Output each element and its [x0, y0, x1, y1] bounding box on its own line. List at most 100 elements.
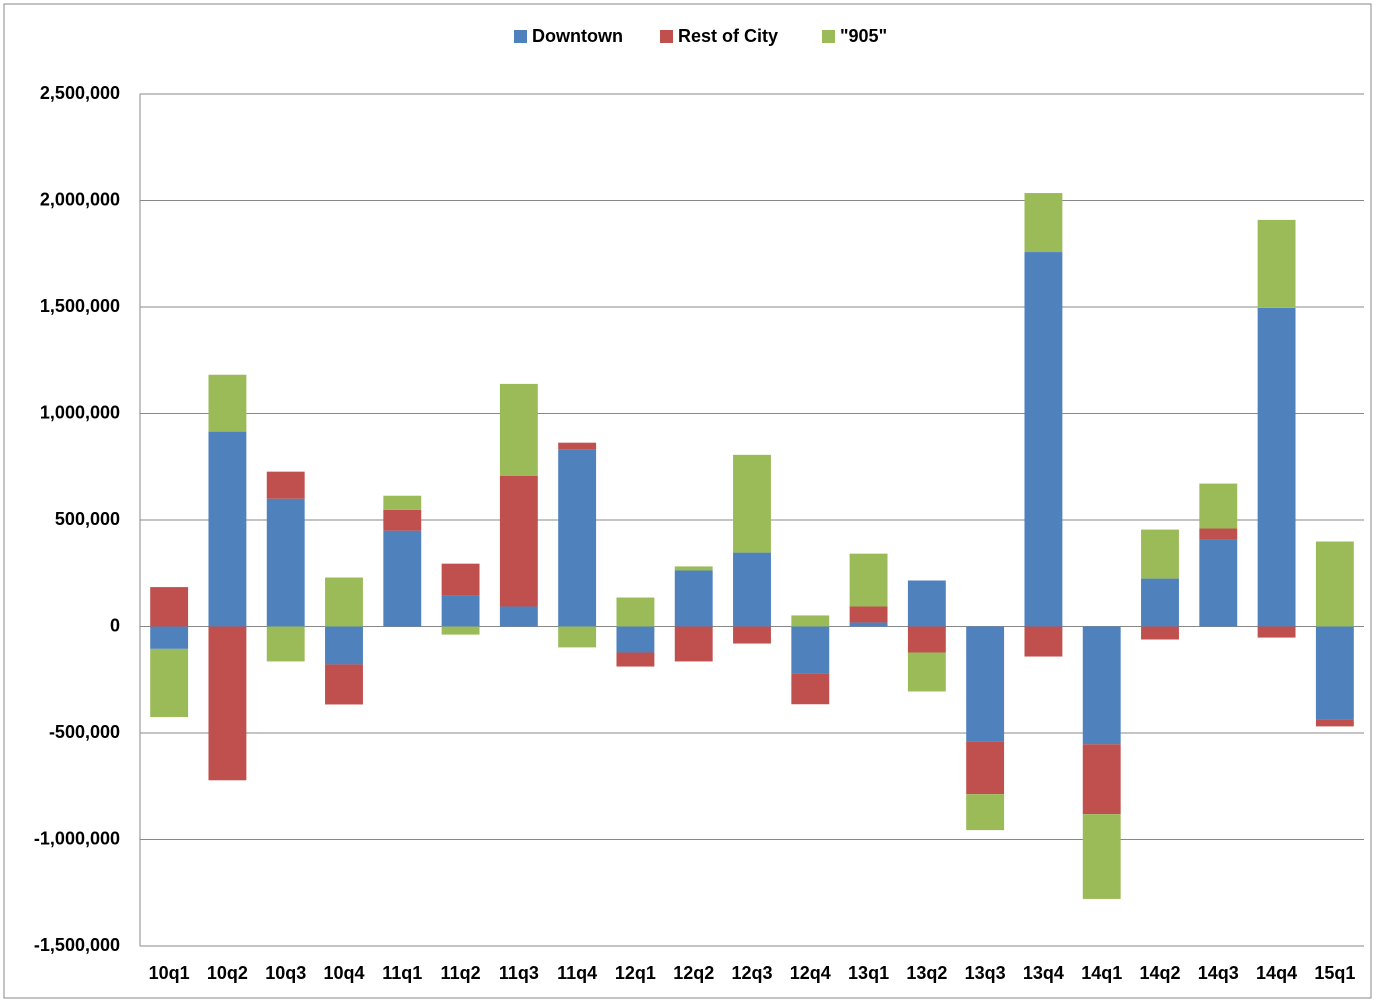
- bar: [1315, 719, 1354, 727]
- bar: [325, 626, 363, 665]
- y-tick-label: 1,500,000: [40, 296, 120, 316]
- bar: [907, 652, 946, 692]
- bar: [383, 495, 422, 510]
- x-tick-label: 13q1: [848, 963, 889, 983]
- bar: [849, 622, 888, 627]
- bar: [733, 454, 771, 553]
- x-tick-label: 15q1: [1314, 963, 1355, 983]
- bar: [1141, 578, 1179, 627]
- x-tick-label: 13q4: [1023, 963, 1064, 983]
- legend-swatch: [660, 30, 673, 43]
- bar: [558, 626, 597, 648]
- bar: [674, 570, 713, 627]
- x-tick-label: 11q4: [557, 963, 597, 983]
- x-tick-label: 10q1: [149, 963, 190, 983]
- x-tick-label: 10q4: [323, 963, 364, 983]
- bar: [616, 652, 655, 667]
- bar: [558, 449, 597, 627]
- bar: [383, 530, 422, 627]
- bar: [558, 442, 597, 450]
- bar: [849, 553, 888, 607]
- bar: [1024, 252, 1063, 627]
- legend-swatch: [822, 30, 835, 43]
- x-tick-label: 14q3: [1198, 963, 1239, 983]
- bar: [1024, 626, 1063, 657]
- bar: [441, 563, 480, 596]
- bar: [1257, 219, 1296, 308]
- bar: [325, 664, 363, 705]
- bar: [1315, 626, 1354, 720]
- bar: [674, 566, 713, 571]
- x-tick-label: 13q3: [965, 963, 1006, 983]
- bar: [1257, 626, 1296, 638]
- bar: [441, 626, 480, 635]
- y-tick-label: -1,500,000: [34, 935, 120, 955]
- x-tick-label: 11q1: [382, 963, 422, 983]
- bar: [791, 673, 830, 705]
- x-tick-label: 14q1: [1081, 963, 1122, 983]
- bar: [1082, 744, 1121, 815]
- bar: [150, 648, 189, 718]
- bar: [499, 475, 538, 607]
- bar: [907, 580, 946, 627]
- y-tick-label: -1,000,000: [34, 828, 120, 848]
- legend-label: Downtown: [532, 26, 623, 46]
- x-tick-label: 11q3: [499, 963, 539, 983]
- bar: [325, 577, 363, 627]
- y-tick-label: -500,000: [49, 722, 120, 742]
- bar: [966, 741, 1005, 795]
- bar: [1141, 626, 1179, 640]
- bar: [266, 471, 305, 499]
- bar: [907, 626, 946, 653]
- x-tick-label: 10q3: [265, 963, 306, 983]
- x-tick-label: 12q1: [615, 963, 656, 983]
- bar: [441, 595, 480, 627]
- bar: [733, 626, 771, 644]
- bar: [208, 431, 247, 627]
- bar: [266, 626, 305, 662]
- legend-swatch: [514, 30, 527, 43]
- y-tick-label: 1,000,000: [40, 402, 120, 422]
- bar: [966, 626, 1005, 742]
- bar: [499, 606, 538, 627]
- bar: [674, 626, 713, 662]
- legend-label: "905": [840, 26, 887, 46]
- x-tick-label: 12q2: [673, 963, 714, 983]
- bar: [849, 606, 888, 623]
- bar: [383, 509, 422, 531]
- legend-label: Rest of City: [678, 26, 778, 46]
- bar: [1199, 483, 1238, 529]
- bar: [1141, 529, 1179, 579]
- y-tick-label: 2,500,000: [40, 83, 120, 103]
- x-tick-label: 13q2: [906, 963, 947, 983]
- bar: [791, 615, 830, 627]
- x-tick-label: 10q2: [207, 963, 248, 983]
- bar: [1082, 626, 1121, 745]
- x-tick-label: 12q4: [790, 963, 831, 983]
- bar: [791, 626, 830, 674]
- bar: [1199, 528, 1238, 540]
- bar: [1024, 193, 1063, 253]
- bar: [208, 626, 247, 781]
- bar: [616, 626, 655, 653]
- y-tick-label: 2,000,000: [40, 189, 120, 209]
- x-tick-label: 12q3: [731, 963, 772, 983]
- bar: [1082, 814, 1121, 899]
- bar: [208, 374, 247, 432]
- bar: [616, 597, 655, 627]
- bar: [1315, 541, 1354, 627]
- bar: [150, 587, 189, 627]
- x-tick-label: 14q4: [1256, 963, 1297, 983]
- bar: [733, 552, 771, 627]
- bar: [1199, 539, 1238, 627]
- bar: [266, 498, 305, 627]
- x-tick-label: 11q2: [441, 963, 481, 983]
- x-tick-label: 14q2: [1139, 963, 1180, 983]
- y-tick-label: 0: [110, 615, 120, 635]
- bar: [499, 383, 538, 476]
- bar: [1257, 307, 1296, 627]
- bar: [966, 794, 1005, 831]
- y-tick-label: 500,000: [55, 509, 120, 529]
- bar: [150, 626, 189, 649]
